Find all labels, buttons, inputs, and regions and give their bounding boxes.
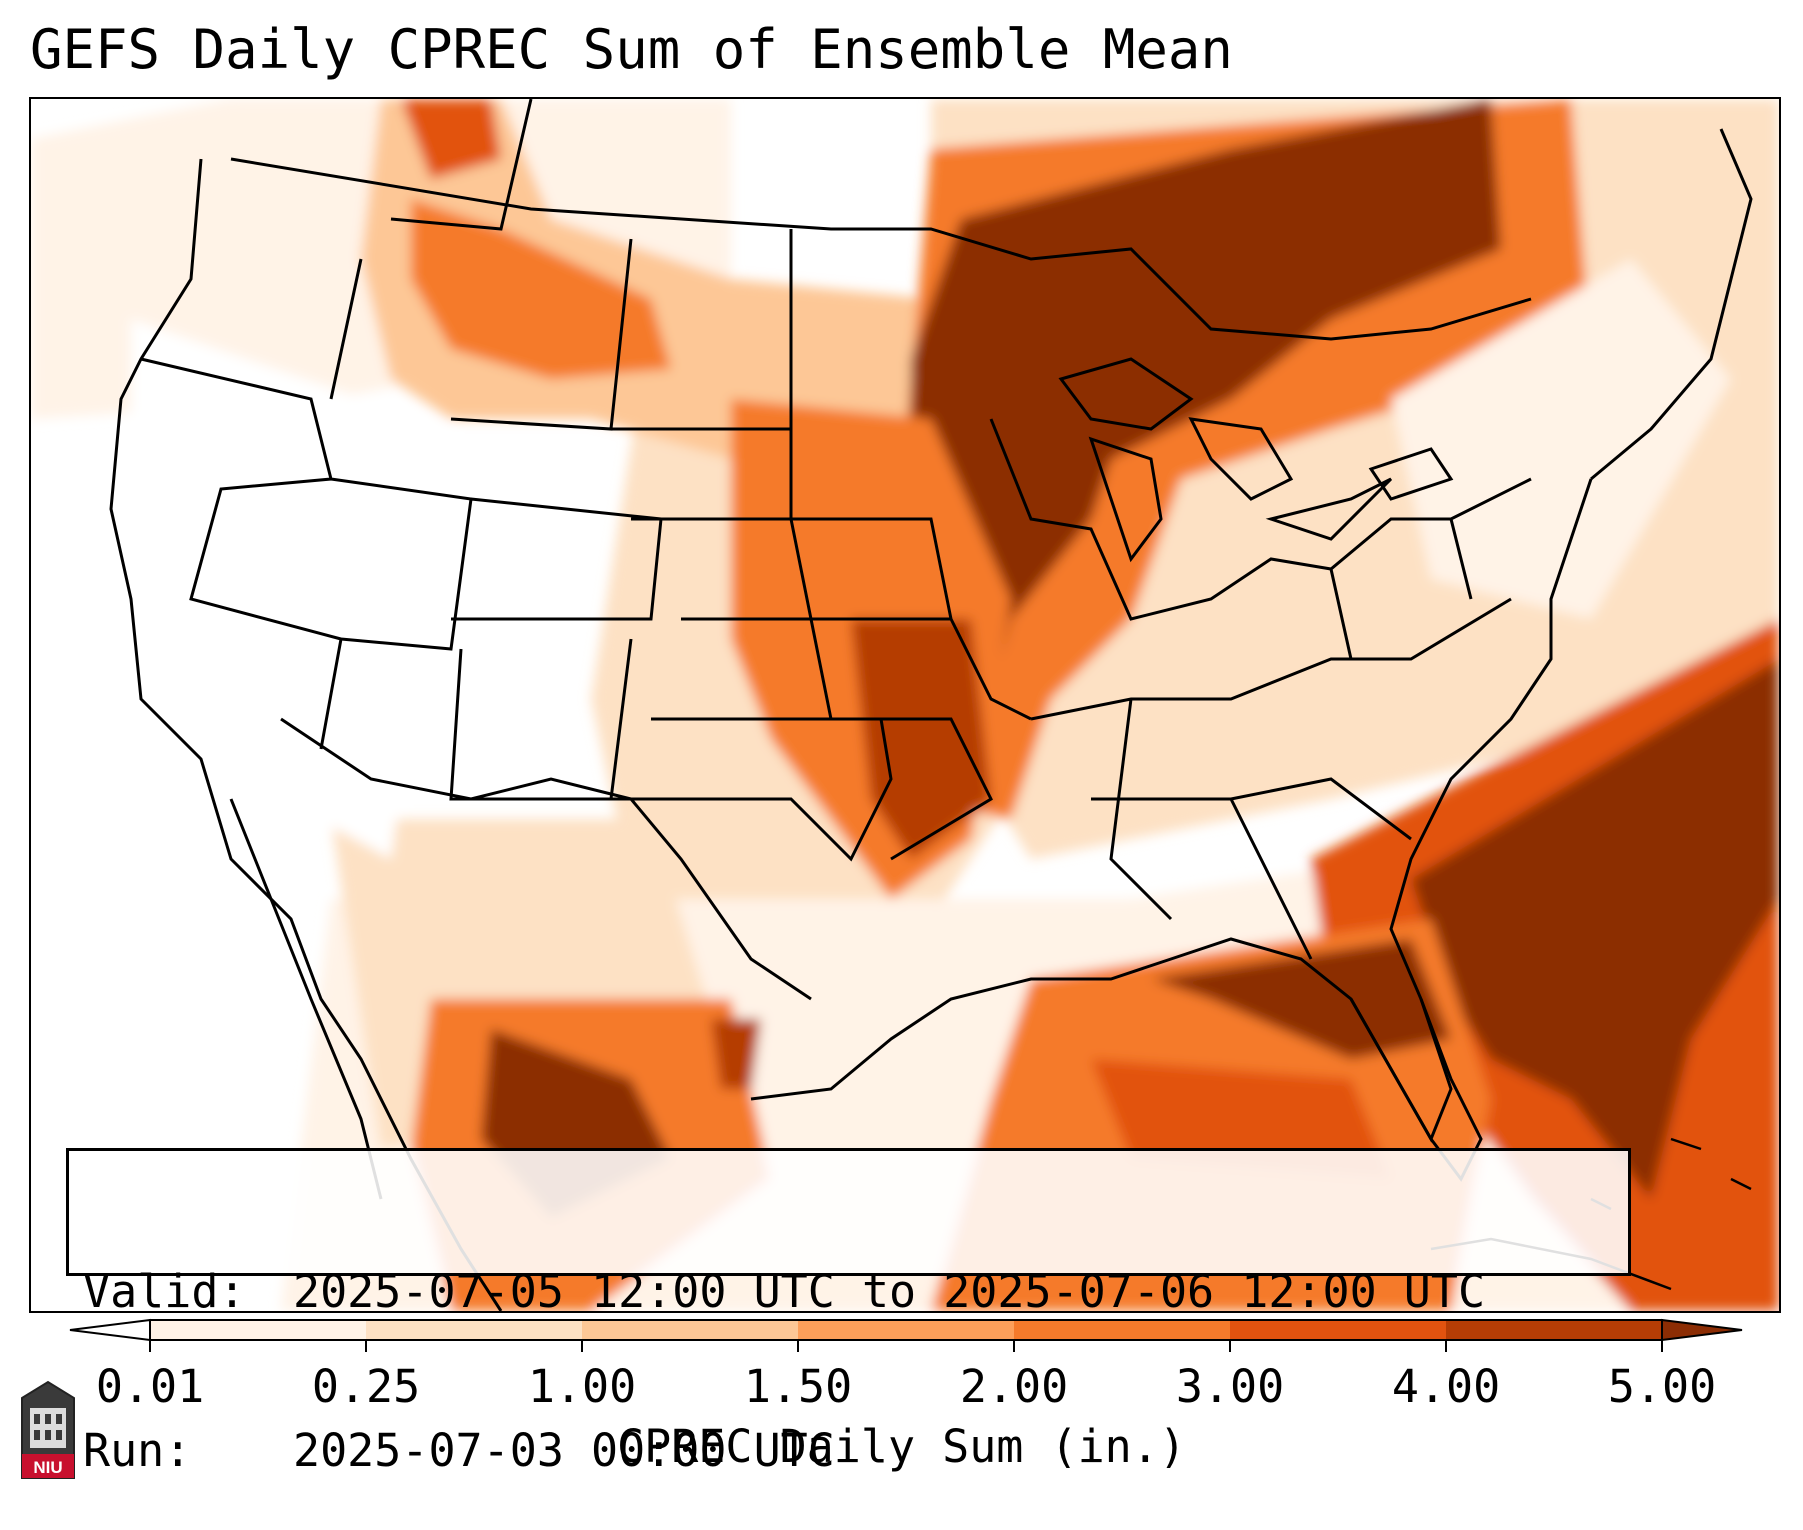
map-canvas: [31, 99, 1779, 1311]
west-coastline: [109, 158, 503, 1311]
precipitation-map: [29, 97, 1781, 1313]
map-title: GEFS Daily CPREC Sum of Ensemble Mean: [30, 18, 1233, 81]
run-label: Run:: [83, 1424, 192, 1477]
precip-rockies-north: [401, 99, 501, 179]
colorbar-tick-label: 5.00: [1608, 1360, 1716, 1413]
colorbar-segments: [69, 1318, 1743, 1342]
precip-se-core: [1411, 659, 1779, 1199]
run-row: Run: 2025-07-03 00:00 UTC: [83, 1424, 1614, 1477]
colorbar-tick-label: 4.00: [1392, 1360, 1500, 1413]
precip-mexico-core2: [711, 1019, 761, 1089]
colorbar-bin: [1014, 1320, 1231, 1340]
colorbar-bin: [150, 1320, 367, 1340]
colorbar-bin: [582, 1320, 799, 1340]
colorbar-tick-label: 1.00: [528, 1360, 636, 1413]
colorbar-bin: [1446, 1320, 1663, 1340]
dry-northeast: [1391, 259, 1731, 619]
colorbar-tick-label: 2.00: [960, 1360, 1068, 1413]
colorbar-label: CPREC Daily Sum (in.): [617, 1420, 1186, 1473]
colorbar-tick-label: 0.01: [96, 1360, 204, 1413]
valid-row: Valid: 2025-07-05 12:00 UTC to 2025-07-0…: [83, 1265, 1614, 1318]
great-lakes: [1058, 357, 1454, 563]
validity-box: Valid: 2025-07-05 12:00 UTC to 2025-07-0…: [66, 1148, 1631, 1477]
valid-value: 2025-07-05 12:00 UTC to 2025-07-06 12:00…: [293, 1265, 1486, 1318]
colorbar-under-arrow: [69, 1318, 151, 1342]
valid-label: Valid:: [83, 1265, 246, 1318]
precip-gulf-core: [1151, 939, 1451, 1059]
mexico-border: [280, 717, 812, 1001]
colorbar-outline: [149, 1319, 1663, 1341]
precip-shading: [31, 99, 1779, 1311]
precip-rockies-core: [411, 199, 671, 379]
state-lines-central: [611, 229, 1032, 862]
northeast-coastline: [1590, 128, 1753, 481]
colorbar-ticks: 0.01 0.25 1.00 1.50 2.00 3.00 4.00 5.00: [96, 1340, 1716, 1413]
colorbar-tick-label: 1.50: [744, 1360, 852, 1413]
state-lines-east: [989, 418, 1532, 960]
colorbar-tick-label: 3.00: [1176, 1360, 1284, 1413]
colorbar-bin: [366, 1320, 583, 1340]
logo-text: NIU: [33, 1458, 62, 1477]
baja-peninsula: [229, 798, 383, 1200]
colorbar-bin: [1230, 1320, 1447, 1340]
canada-border: [230, 157, 1532, 341]
precip-greatlakes-core: [911, 99, 1501, 699]
precip-rockies-band: [361, 99, 931, 459]
colorbar-tick-label: 0.25: [312, 1360, 420, 1413]
colorbar-over-arrow: [1661, 1318, 1743, 1342]
run-value: 2025-07-03 00:00 UTC: [293, 1424, 835, 1477]
niu-logo: NIU: [21, 1380, 75, 1479]
precip-plains-core: [851, 619, 991, 859]
colorbar-bin: [798, 1320, 1015, 1340]
state-lines-west: [140, 99, 663, 801]
colorbar: 0.01 0.25 1.00 1.50 2.00 3.00 4.00 5.00: [69, 1318, 1743, 1413]
dry-west: [131, 319, 451, 859]
